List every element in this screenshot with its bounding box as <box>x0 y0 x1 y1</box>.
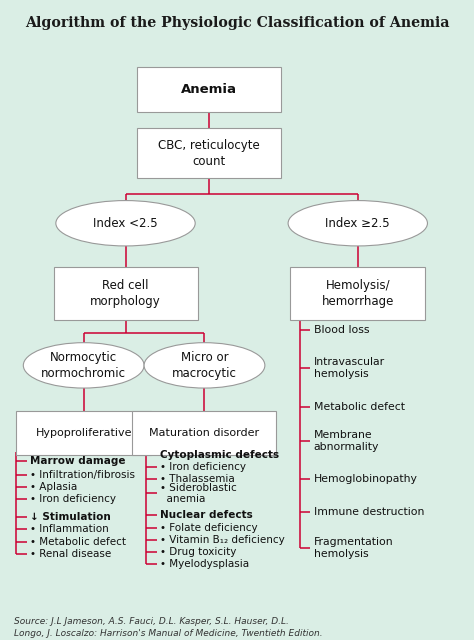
Text: CBC, reticulocyte
count: CBC, reticulocyte count <box>158 139 260 168</box>
Text: • Drug toxicity: • Drug toxicity <box>160 547 237 557</box>
Text: • Iron deficiency: • Iron deficiency <box>30 494 116 504</box>
Ellipse shape <box>144 342 265 388</box>
Text: Intravascular
hemolysis: Intravascular hemolysis <box>314 357 385 379</box>
FancyBboxPatch shape <box>132 412 276 456</box>
Text: • Iron deficiency: • Iron deficiency <box>160 462 246 472</box>
Text: • Inflammation: • Inflammation <box>30 524 109 534</box>
Ellipse shape <box>56 200 195 246</box>
FancyBboxPatch shape <box>291 267 425 320</box>
Text: • Infiltration/fibrosis: • Infiltration/fibrosis <box>30 470 135 480</box>
Text: • Myelodysplasia: • Myelodysplasia <box>160 559 249 569</box>
Text: • Sideroblastic
  anemia: • Sideroblastic anemia <box>160 483 237 504</box>
Text: Hypoproliferative: Hypoproliferative <box>36 428 132 438</box>
Text: Cytoplasmic defects: Cytoplasmic defects <box>160 450 280 460</box>
FancyBboxPatch shape <box>54 267 198 320</box>
Text: • Vitamin B₁₂ deficiency: • Vitamin B₁₂ deficiency <box>160 535 285 545</box>
Text: Maturation disorder: Maturation disorder <box>149 428 260 438</box>
Text: • Metabolic defect: • Metabolic defect <box>30 536 126 547</box>
Text: • Renal disease: • Renal disease <box>30 548 111 559</box>
Text: Normocytic
normochromic: Normocytic normochromic <box>41 351 126 380</box>
Text: • Folate deficiency: • Folate deficiency <box>160 523 258 533</box>
Text: Membrane
abnormality: Membrane abnormality <box>314 431 379 452</box>
FancyBboxPatch shape <box>137 67 281 113</box>
Text: Anemia: Anemia <box>181 83 237 96</box>
Text: ↓ Stimulation: ↓ Stimulation <box>30 512 111 522</box>
FancyBboxPatch shape <box>137 128 281 178</box>
Text: Micro or
macrocytic: Micro or macrocytic <box>172 351 237 380</box>
Ellipse shape <box>288 200 428 246</box>
Text: Blood loss: Blood loss <box>314 325 369 335</box>
Text: Fragmentation
hemolysis: Fragmentation hemolysis <box>314 537 393 559</box>
Ellipse shape <box>23 342 144 388</box>
Text: Hemolysis/
hemorrhage: Hemolysis/ hemorrhage <box>321 279 394 308</box>
Text: Red cell
morphology: Red cell morphology <box>90 279 161 308</box>
FancyBboxPatch shape <box>16 412 151 456</box>
Text: Algorithm of the Physiologic Classification of Anemia: Algorithm of the Physiologic Classificat… <box>25 17 449 31</box>
Text: • Aplasia: • Aplasia <box>30 482 78 492</box>
Text: Metabolic defect: Metabolic defect <box>314 402 405 412</box>
Text: Immune destruction: Immune destruction <box>314 507 424 517</box>
Text: Nuclear defects: Nuclear defects <box>160 510 253 520</box>
Text: Source: J.L Jameson, A.S. Fauci, D.L. Kasper, S.L. Hauser, D.L.
Longo, J. Loscal: Source: J.L Jameson, A.S. Fauci, D.L. Ka… <box>14 617 323 640</box>
Text: Index <2.5: Index <2.5 <box>93 217 158 230</box>
Text: Marrow damage: Marrow damage <box>30 456 126 467</box>
Text: Hemoglobinopathy: Hemoglobinopathy <box>314 474 418 484</box>
Text: • Thalassemia: • Thalassemia <box>160 474 235 484</box>
Text: Index ≥2.5: Index ≥2.5 <box>326 217 390 230</box>
